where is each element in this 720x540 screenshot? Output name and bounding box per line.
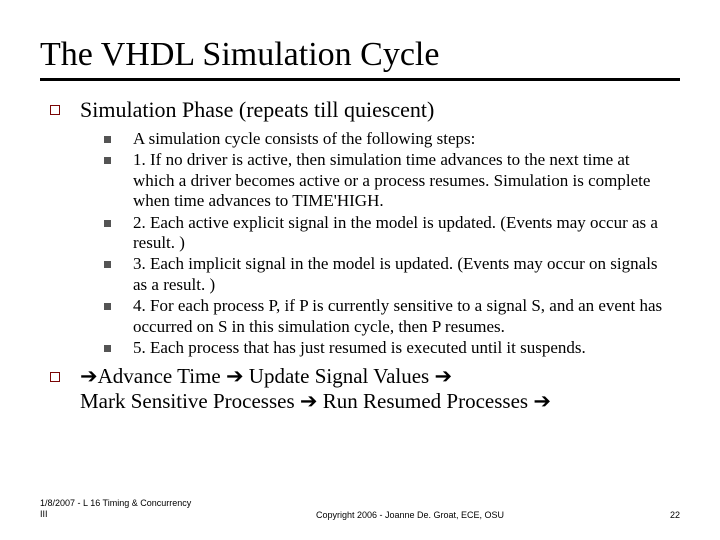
filled-square-bullet-icon xyxy=(104,303,111,310)
filled-square-bullet-icon xyxy=(104,345,111,352)
list-item: 1. If no driver is active, then simulati… xyxy=(104,150,672,211)
hollow-square-bullet-icon xyxy=(50,372,60,382)
page-number: 22 xyxy=(620,510,680,520)
step-text: 3. Each implicit signal in the model is … xyxy=(133,254,672,295)
phase-row: Simulation Phase (repeats till quiescent… xyxy=(40,97,680,123)
filled-square-bullet-icon xyxy=(104,157,111,164)
summary-text: ➔Advance Time ➔ Update Signal Values ➔ M… xyxy=(80,364,551,414)
list-item: 3. Each implicit signal in the model is … xyxy=(104,254,672,295)
list-item: 2. Each active explicit signal in the mo… xyxy=(104,213,672,254)
arrow-icon: ➔ xyxy=(226,365,244,388)
slide-title: The VHDL Simulation Cycle xyxy=(40,36,680,74)
filled-square-bullet-icon xyxy=(104,136,111,143)
filled-square-bullet-icon xyxy=(104,220,111,227)
arrow-icon: ➔ xyxy=(80,365,98,388)
list-item: 4. For each process P, if P is currently… xyxy=(104,296,672,337)
arrow-icon: ➔ xyxy=(434,365,452,388)
footer-center: Copyright 2006 - Joanne De. Groat, ECE, … xyxy=(200,510,620,520)
arrow-icon: ➔ xyxy=(533,390,551,413)
hollow-square-bullet-icon xyxy=(50,105,60,115)
footer: 1/8/2007 - L 16 Timing & Concurrency III… xyxy=(40,498,680,520)
filled-square-bullet-icon xyxy=(104,261,111,268)
title-underline xyxy=(40,78,680,81)
slide: The VHDL Simulation Cycle Simulation Pha… xyxy=(0,0,720,540)
step-text: 1. If no driver is active, then simulati… xyxy=(133,150,672,211)
step-text: 5. Each process that has just resumed is… xyxy=(133,338,586,358)
summary-row: ➔Advance Time ➔ Update Signal Values ➔ M… xyxy=(40,364,680,414)
list-item: 5. Each process that has just resumed is… xyxy=(104,338,672,358)
footer-left: 1/8/2007 - L 16 Timing & Concurrency III xyxy=(40,498,200,520)
step-text: A simulation cycle consists of the follo… xyxy=(133,129,475,149)
step-text: 4. For each process P, if P is currently… xyxy=(133,296,672,337)
steps-list: A simulation cycle consists of the follo… xyxy=(40,129,680,358)
phase-text: Simulation Phase (repeats till quiescent… xyxy=(80,97,434,123)
step-text: 2. Each active explicit signal in the mo… xyxy=(133,213,672,254)
arrow-icon: ➔ xyxy=(300,390,318,413)
list-item: A simulation cycle consists of the follo… xyxy=(104,129,672,149)
